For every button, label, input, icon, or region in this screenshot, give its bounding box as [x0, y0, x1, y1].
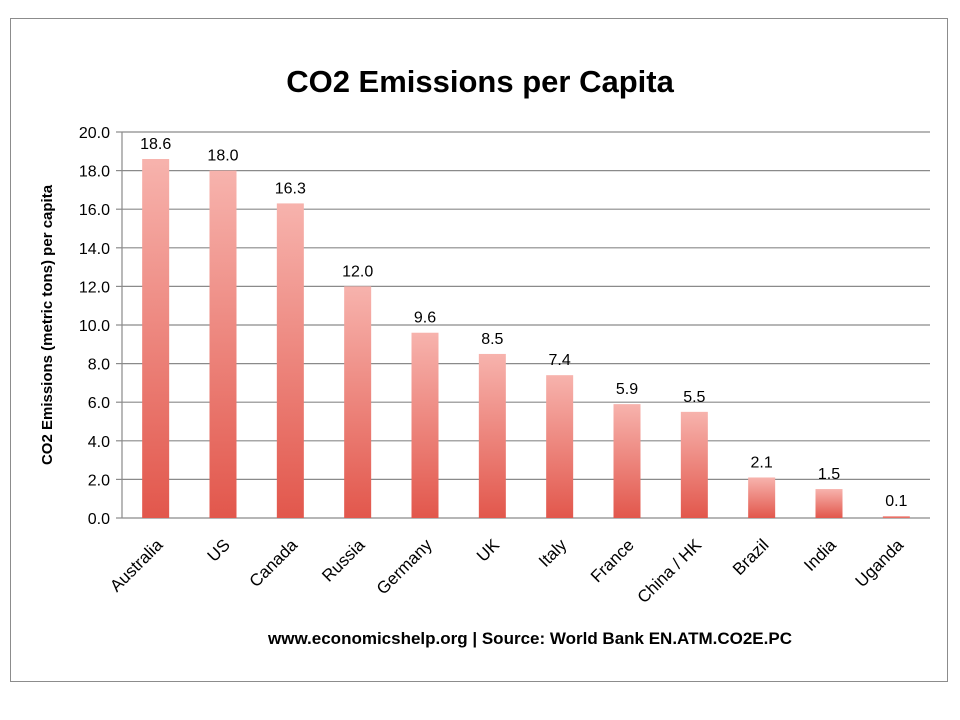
x-category-label: Australia	[106, 535, 167, 596]
data-label: 16.3	[275, 180, 306, 197]
y-tick-label: 14.0	[79, 241, 110, 258]
data-label: 8.5	[481, 331, 503, 348]
data-label: 5.5	[683, 389, 705, 406]
x-category-label: Germany	[373, 535, 436, 598]
bar	[613, 404, 641, 518]
data-label: 9.6	[414, 310, 436, 327]
data-labels: 18.6 18.0 16.3 12.0 9.6 8.5 7.4 5.9 5.5 2.1 1.5 0.1	[140, 136, 907, 510]
y-tick-label: 6.0	[88, 395, 110, 412]
bar	[815, 489, 843, 518]
y-axis-ticks: 0.0 2.0 4.0 6.0 8.0 10.0 12.0 14.0 16.0 18.0 20.0	[79, 125, 110, 528]
y-tick-label: 16.0	[79, 202, 110, 219]
y-tick-label: 18.0	[79, 164, 110, 181]
x-category-label: Uganda	[852, 535, 908, 591]
bar	[882, 516, 910, 518]
x-axis-categories: Australia US Canada Russia Germany UK Italy Fra…	[106, 535, 907, 607]
data-label: 5.9	[616, 381, 638, 398]
x-category-label: US	[204, 535, 234, 565]
source-note: www.economicshelp.org | Source: World Ba…	[267, 629, 792, 648]
bar	[478, 353, 506, 518]
y-axis-label: CO2 Emissions (metric tons) per capita	[39, 184, 56, 465]
y-tick-label: 20.0	[79, 125, 110, 142]
data-label: 1.5	[818, 466, 840, 483]
y-tick-label: 2.0	[88, 472, 110, 489]
y-tick-label: 0.0	[88, 511, 110, 528]
y-tick-label: 4.0	[88, 434, 110, 451]
bar	[546, 375, 574, 518]
chart-title: CO2 Emissions per Capita	[286, 64, 674, 99]
data-label: 12.0	[342, 263, 373, 280]
x-category-label: Italy	[535, 535, 571, 571]
bar	[276, 203, 304, 518]
bar	[142, 159, 170, 518]
y-tick-label: 12.0	[79, 279, 110, 296]
x-category-label: UK	[473, 535, 504, 566]
y-tick-label: 8.0	[88, 357, 110, 374]
gridlines	[116, 131, 930, 519]
data-label: 18.0	[207, 148, 238, 165]
y-tick-label: 10.0	[79, 318, 110, 335]
bar	[209, 170, 237, 518]
data-label: 7.4	[549, 352, 571, 369]
data-label: 0.1	[885, 493, 907, 510]
bar	[411, 332, 439, 518]
x-category-label: Russia	[318, 535, 369, 586]
bars	[142, 159, 910, 518]
x-category-label: France	[587, 535, 638, 586]
x-category-label: China / HK	[634, 535, 706, 607]
x-category-label: Brazil	[729, 535, 772, 578]
x-category-label: India	[800, 535, 840, 575]
bar	[344, 286, 372, 518]
data-label: 2.1	[751, 454, 773, 471]
data-label: 18.6	[140, 136, 171, 153]
bar	[680, 411, 708, 518]
bar	[748, 477, 776, 518]
x-category-label: Canada	[246, 535, 302, 591]
